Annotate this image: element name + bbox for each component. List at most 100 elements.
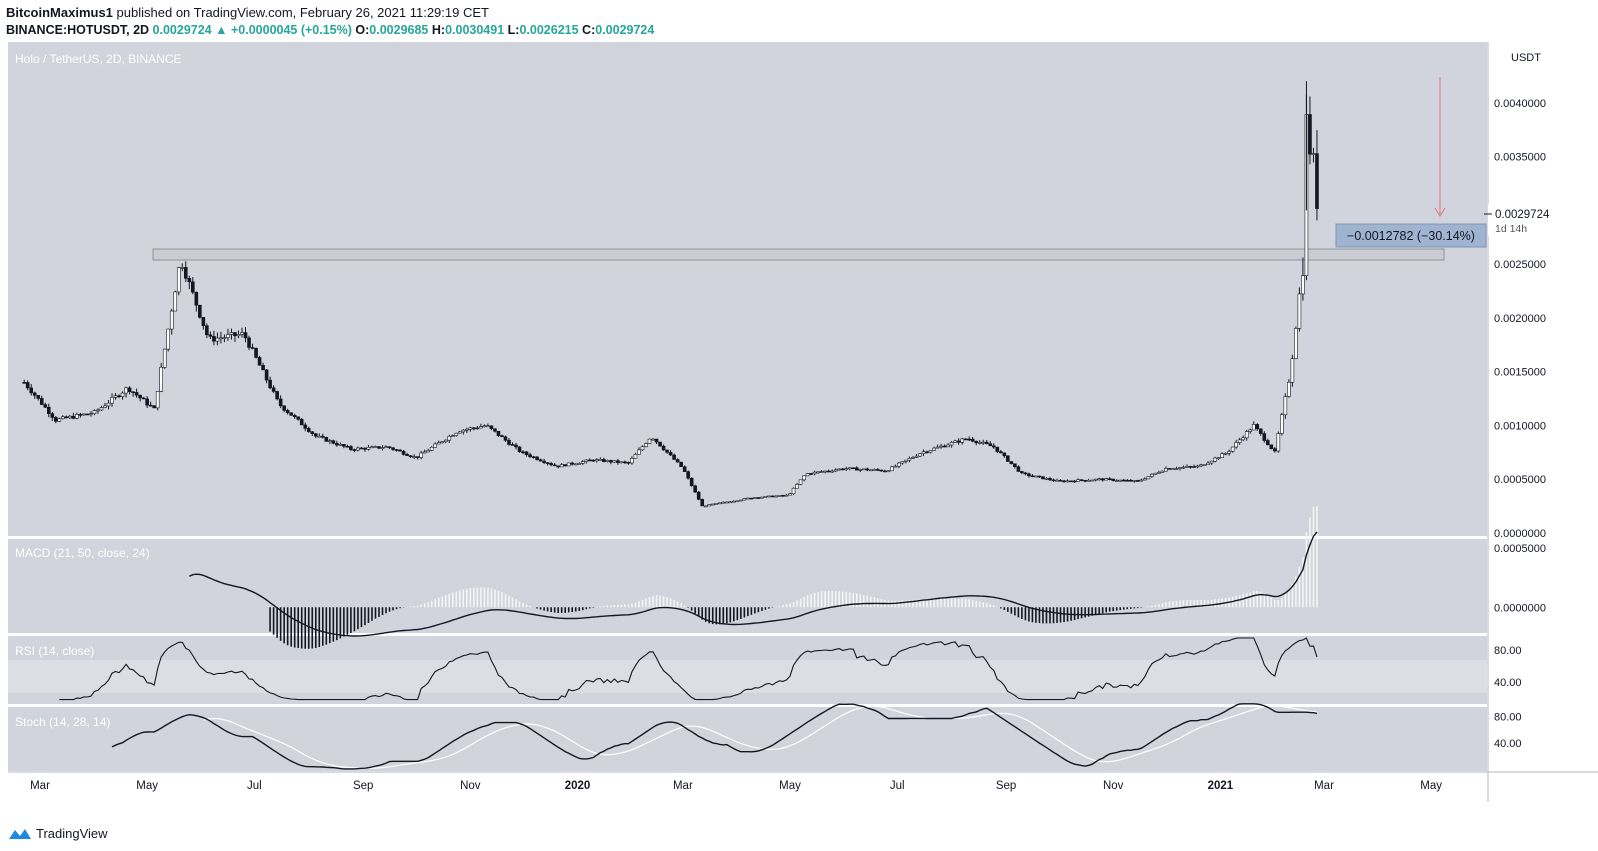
candle-body [426, 450, 430, 453]
candle-body [647, 438, 652, 444]
candle-body [1181, 466, 1186, 469]
candle-body [1171, 468, 1175, 471]
candle-body [1185, 466, 1189, 468]
candle-body [696, 491, 701, 500]
candle-body [1006, 455, 1010, 462]
candle-body [1262, 433, 1267, 441]
candle-body [528, 454, 532, 458]
candle-body [422, 451, 427, 454]
candle-body [791, 487, 796, 495]
candle-body [886, 470, 891, 473]
candle-body [458, 431, 462, 434]
candle-body [415, 456, 420, 458]
candle-body [306, 428, 311, 433]
candle-body [1150, 473, 1154, 477]
candle-body [78, 414, 83, 416]
candle-body [1062, 480, 1066, 483]
stoch-y-label: 80.00 [1494, 712, 1522, 724]
candle-body [840, 468, 845, 471]
candle-body [370, 446, 374, 449]
candle-body [229, 332, 234, 335]
publish-info: BitcoinMaximus1 published on TradingView… [6, 4, 489, 22]
candle-body [1002, 452, 1007, 457]
candle-body [440, 441, 445, 444]
candle-body [22, 382, 26, 384]
candle-body [753, 497, 757, 499]
candle-body [535, 456, 539, 460]
x-tick-label: May [136, 780, 158, 792]
candle-body [46, 406, 51, 414]
candle-body [366, 447, 371, 450]
candle-body [1069, 480, 1073, 483]
x-tick-label: May [1420, 780, 1442, 792]
candle-body [651, 438, 655, 441]
candle-body [609, 460, 613, 463]
candle-body [169, 310, 174, 330]
candle-body [338, 444, 343, 446]
candle-body [1076, 479, 1080, 482]
candle-body [408, 455, 413, 458]
candle-body [226, 334, 230, 338]
candle-body [668, 452, 673, 456]
candle-body [183, 267, 188, 279]
candle-body [264, 369, 269, 381]
candle-body [876, 469, 880, 471]
candle-body [152, 405, 156, 409]
candle-body [391, 447, 395, 450]
low-value: 0.0026215 [519, 23, 579, 37]
price-axis[interactable]: 0.00400000.00350000.00300000.00250000.00… [1494, 98, 1546, 750]
time-axis[interactable]: Mar May Jul Sep Nov 2020 Mar May Jul Sep Nov 2021 Ma… [30, 780, 1442, 792]
candle-body [433, 443, 438, 448]
candle-body [932, 447, 936, 451]
candle-body [861, 468, 866, 471]
author-name[interactable]: BitcoinMaximus1 [6, 5, 113, 20]
candle-body [999, 451, 1003, 454]
candle-body [953, 440, 957, 443]
candle-body [770, 495, 775, 498]
candle-body [1125, 479, 1130, 482]
candle-body [517, 446, 522, 453]
candle-body [1097, 478, 1101, 481]
candle-body [573, 463, 578, 466]
candle-body [577, 463, 582, 465]
candle-body [591, 459, 596, 462]
candle-body [1093, 478, 1098, 481]
publish-date: published on TradingView.com, February 2… [116, 5, 489, 20]
candles [22, 81, 1319, 508]
stoch-y-label: 40.00 [1494, 738, 1522, 750]
candle-body [742, 498, 747, 501]
footer-brand[interactable]: TradingView [8, 826, 108, 841]
x-tick-label: Mar [1314, 780, 1334, 792]
candle-body [233, 332, 237, 337]
candle-body [1178, 467, 1182, 469]
candle-body [812, 471, 817, 475]
measure-label-box[interactable] [1335, 223, 1487, 248]
low-label: L: [507, 23, 520, 37]
resistance-zone[interactable] [152, 248, 1445, 261]
candle-body [103, 405, 107, 408]
candle-body [658, 441, 662, 447]
high-value: 0.0030491 [445, 23, 505, 37]
candle-body [275, 391, 279, 400]
candle-body [250, 347, 255, 349]
candle-body [106, 402, 111, 407]
candle-body [1287, 381, 1291, 397]
candle-body [549, 463, 553, 466]
candle-body [816, 471, 820, 474]
candle-body [717, 502, 722, 505]
candle-body [398, 449, 402, 452]
chart-canvas[interactable]: −0.0012782 (−30.14%) Holo / TetherUS, 2D… [0, 42, 1598, 847]
candle-body [798, 479, 803, 485]
arrow-head-icon [1434, 207, 1446, 217]
candle-body [201, 317, 206, 327]
candle-body [212, 336, 216, 342]
candle-body [823, 470, 827, 473]
candle-body [1167, 468, 1172, 470]
candle-body [1241, 437, 1246, 441]
candle-body [830, 470, 834, 473]
candle-body [436, 442, 441, 445]
candle-body [310, 431, 315, 434]
candle-body [328, 440, 332, 442]
candle-body [963, 438, 968, 441]
rsi-line [59, 637, 1318, 701]
